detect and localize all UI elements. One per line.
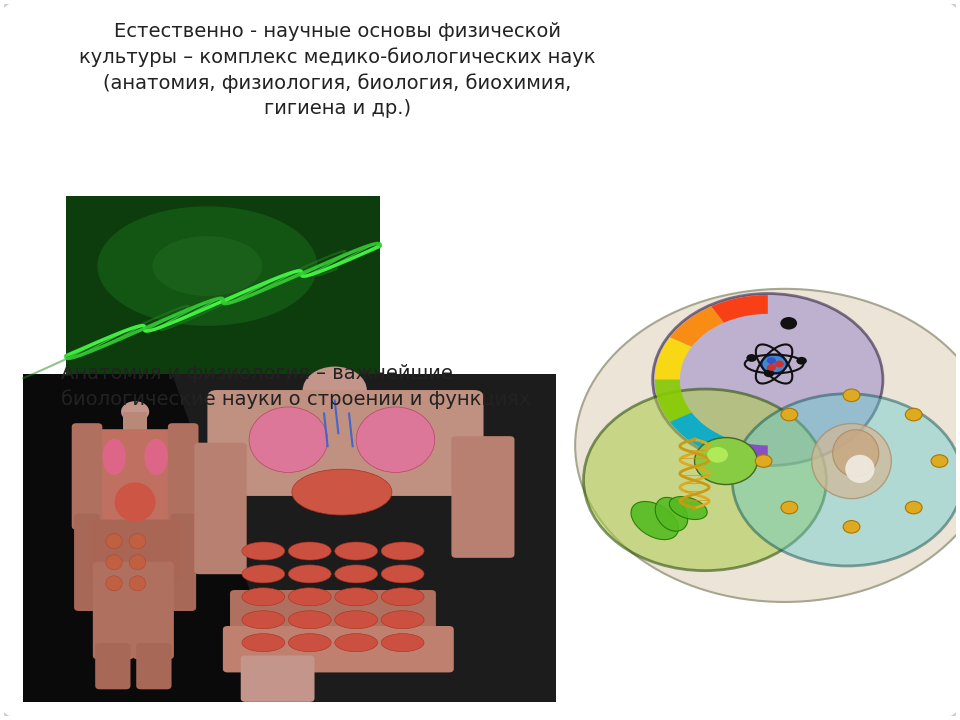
Wedge shape [655,379,691,422]
Ellipse shape [335,588,377,606]
Circle shape [905,501,923,514]
Circle shape [302,366,367,415]
FancyBboxPatch shape [93,562,134,660]
Circle shape [767,364,776,371]
Wedge shape [670,307,724,347]
Circle shape [756,455,772,467]
Circle shape [781,408,798,420]
Ellipse shape [845,455,875,483]
FancyBboxPatch shape [72,423,103,530]
Circle shape [931,455,948,467]
Ellipse shape [106,576,122,591]
Polygon shape [173,374,556,701]
FancyBboxPatch shape [95,643,131,689]
Circle shape [905,408,923,420]
FancyBboxPatch shape [230,590,436,647]
Ellipse shape [153,236,262,296]
Ellipse shape [356,407,435,472]
Ellipse shape [832,430,878,477]
FancyBboxPatch shape [207,390,484,496]
Ellipse shape [335,542,377,560]
FancyBboxPatch shape [136,643,172,689]
Circle shape [732,394,960,566]
Ellipse shape [335,634,377,652]
Circle shape [761,354,786,374]
Wedge shape [711,295,768,323]
Ellipse shape [242,611,285,629]
Circle shape [121,401,149,422]
FancyBboxPatch shape [241,655,315,702]
Text: Естественно - научные основы физической
культуры – комплекс медико-биологических: Естественно - научные основы физической … [79,22,595,118]
Circle shape [708,447,728,463]
Wedge shape [711,436,768,464]
FancyBboxPatch shape [451,436,515,558]
FancyBboxPatch shape [74,513,100,611]
Ellipse shape [669,497,708,520]
Ellipse shape [242,565,285,583]
Ellipse shape [106,534,122,549]
Ellipse shape [288,611,331,629]
Ellipse shape [242,588,285,606]
Ellipse shape [381,542,424,560]
Circle shape [843,521,860,533]
FancyBboxPatch shape [89,520,180,581]
Ellipse shape [145,438,168,475]
Ellipse shape [335,565,377,583]
Ellipse shape [288,542,331,560]
Ellipse shape [130,576,146,591]
Bar [124,412,147,433]
Ellipse shape [288,634,331,652]
FancyBboxPatch shape [93,429,178,530]
Circle shape [797,357,806,365]
Circle shape [746,354,756,362]
Circle shape [764,369,774,377]
Ellipse shape [381,588,424,606]
Circle shape [780,317,797,330]
Ellipse shape [97,207,317,326]
Ellipse shape [103,438,126,475]
FancyBboxPatch shape [132,562,174,660]
Wedge shape [655,338,691,379]
FancyBboxPatch shape [194,443,247,575]
Ellipse shape [114,482,156,521]
Ellipse shape [130,534,146,549]
Ellipse shape [381,611,424,629]
Ellipse shape [335,611,377,629]
FancyBboxPatch shape [170,513,196,611]
Circle shape [694,438,757,485]
Circle shape [575,289,960,602]
Circle shape [767,357,776,364]
Ellipse shape [130,554,146,570]
Ellipse shape [249,407,327,472]
Ellipse shape [631,501,679,539]
Bar [23,374,556,701]
Ellipse shape [242,542,285,560]
Circle shape [843,389,860,402]
Ellipse shape [812,423,891,499]
Circle shape [584,389,827,571]
Wedge shape [670,413,724,453]
Circle shape [775,361,784,367]
Ellipse shape [242,634,285,652]
Ellipse shape [106,554,122,570]
Ellipse shape [288,588,331,606]
FancyBboxPatch shape [223,626,454,672]
Bar [66,197,380,395]
Circle shape [781,501,798,514]
Text: Анатомия и физиология – важнейшие
биологические науки о строении и функциях: Анатомия и физиология – важнейшие биолог… [61,364,531,408]
Ellipse shape [655,498,687,531]
Ellipse shape [381,565,424,583]
Ellipse shape [292,469,392,515]
Ellipse shape [288,565,331,583]
Circle shape [653,294,883,466]
Ellipse shape [381,634,424,652]
FancyBboxPatch shape [168,423,199,530]
